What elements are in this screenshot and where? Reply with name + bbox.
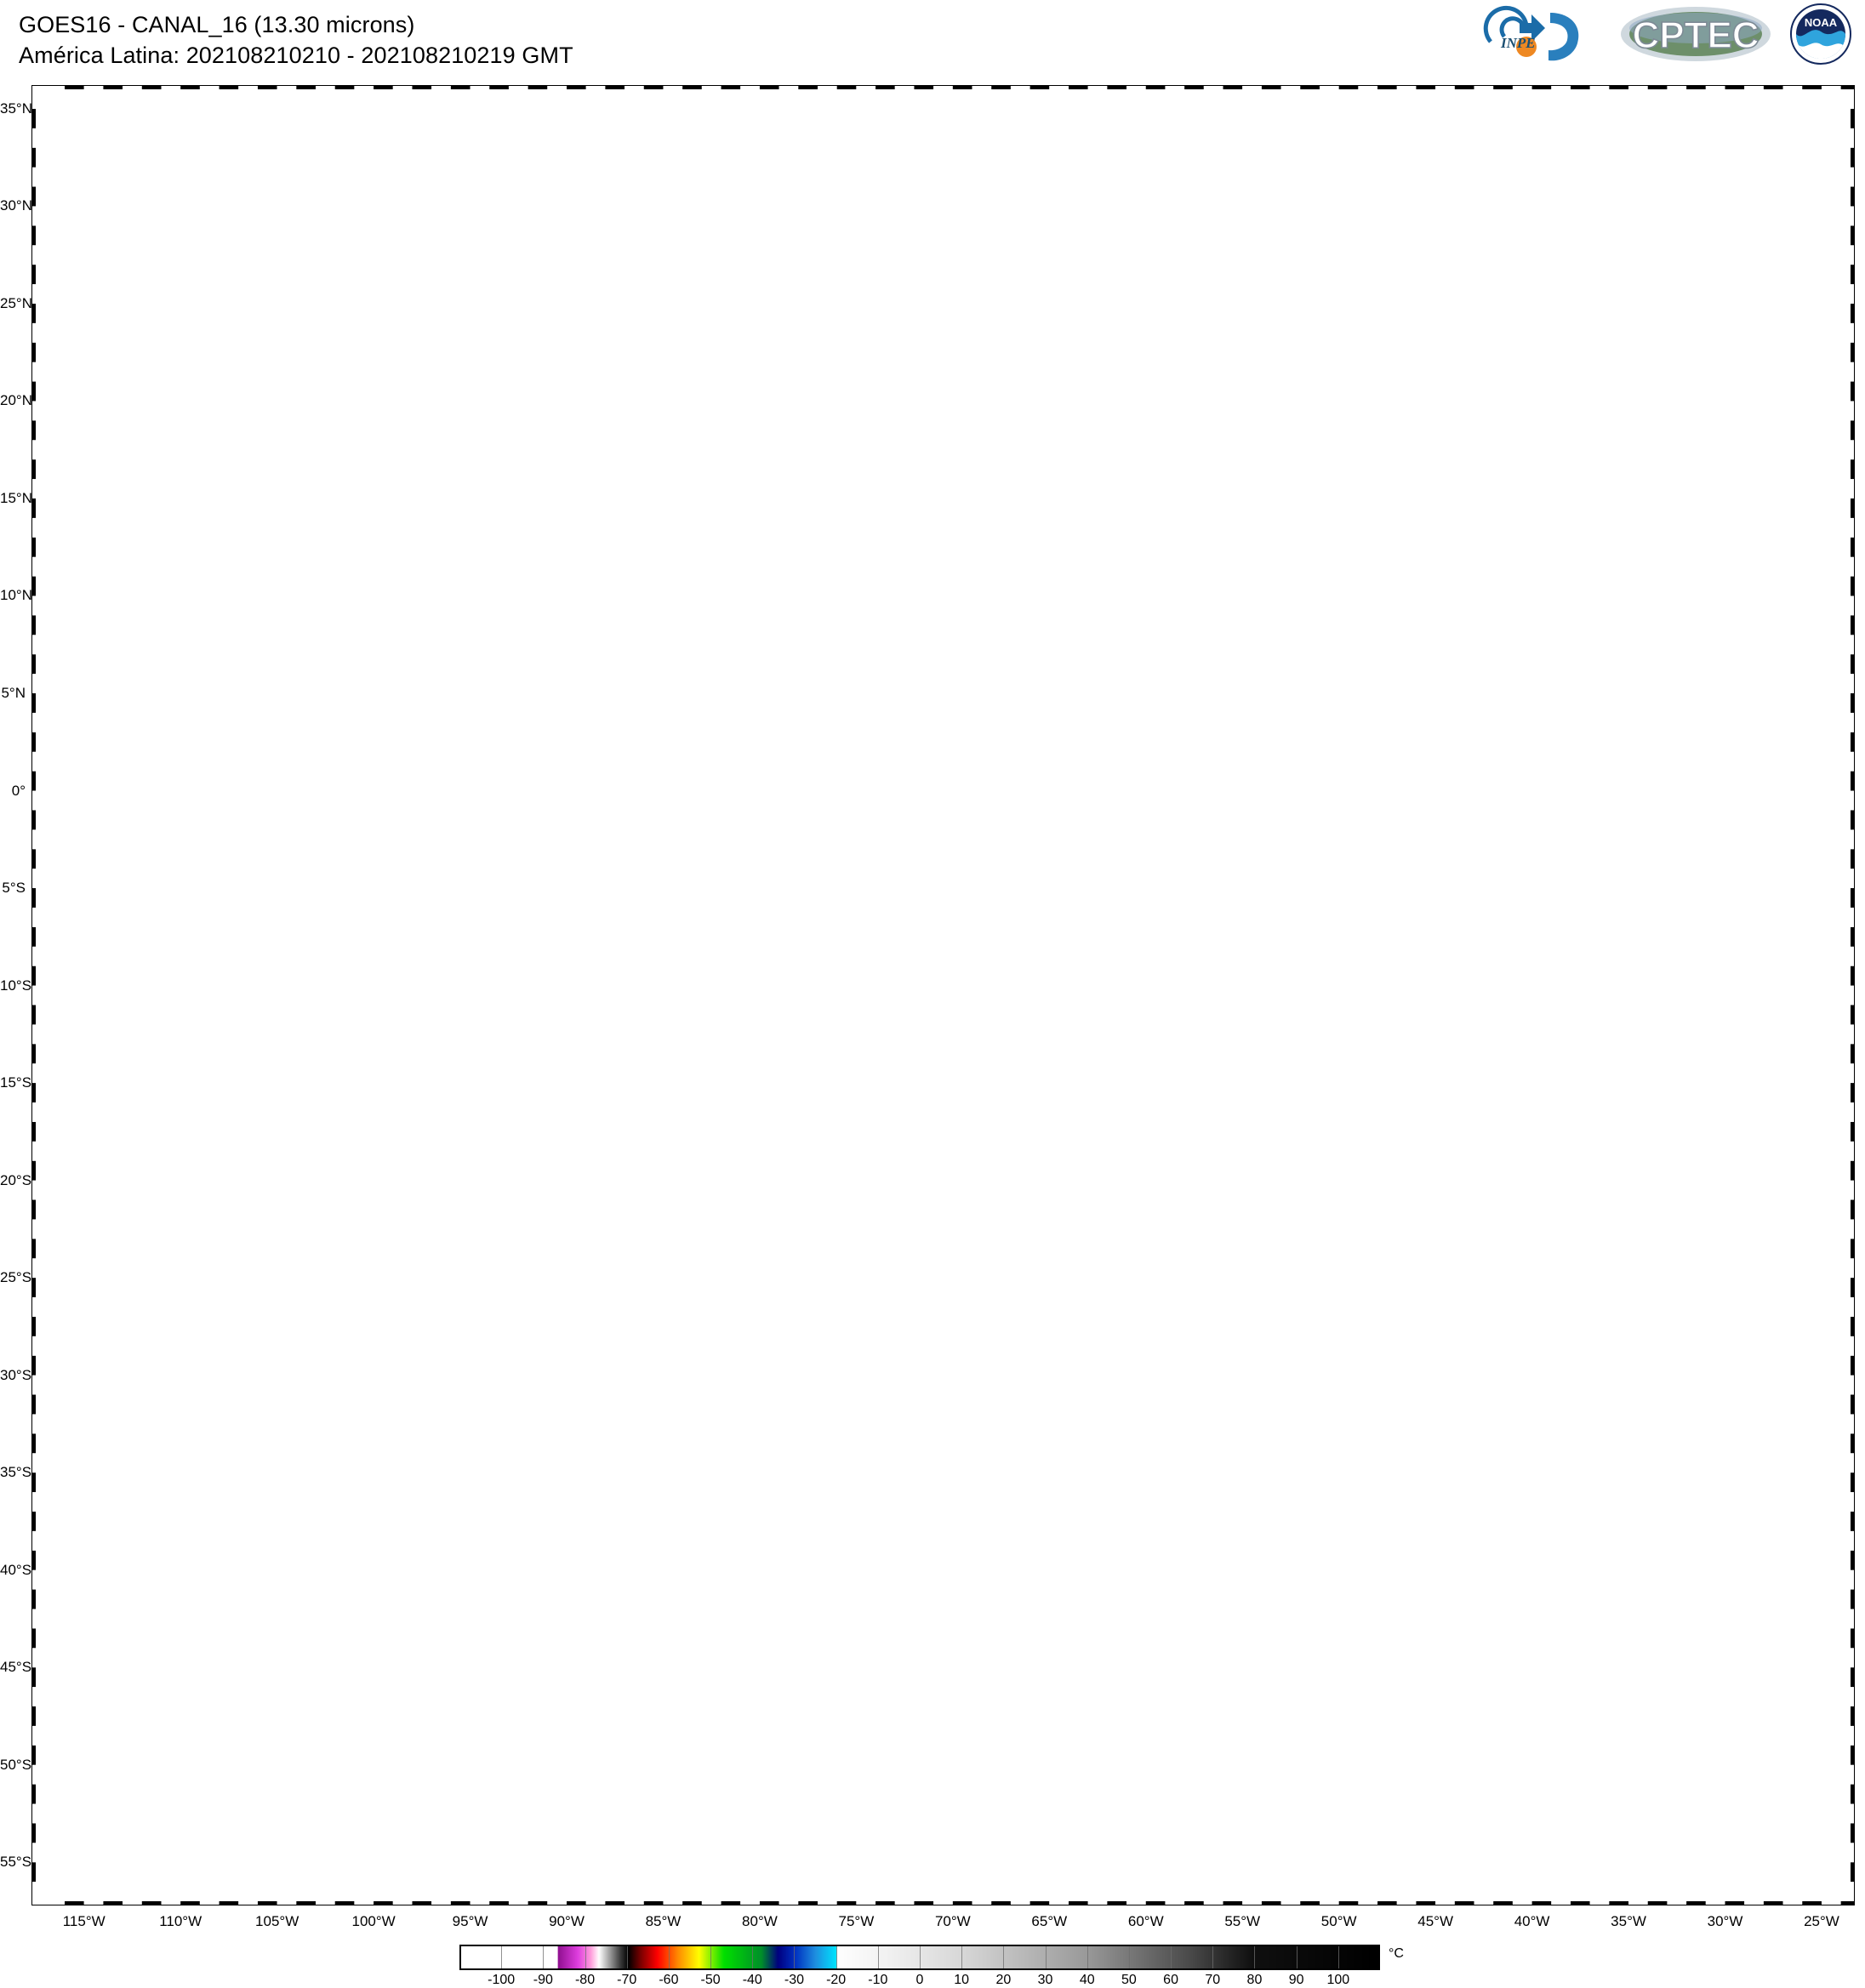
latitude-tick-label: 45°S xyxy=(0,1659,32,1676)
colorbar-tick xyxy=(794,1946,796,1968)
latitude-tick-label: 10°N xyxy=(0,587,32,604)
colorbar-tick xyxy=(1337,1946,1339,1968)
logo-strip: INPE CPTEC NOAA xyxy=(1475,2,1853,66)
latitude-tick-label: 30°N xyxy=(0,197,32,214)
longitude-tick-label: 35°W xyxy=(1611,1913,1646,1929)
colorbar-tick xyxy=(836,1946,837,1968)
colorbar-tick xyxy=(752,1946,754,1968)
svg-text:INPE: INPE xyxy=(1500,35,1536,51)
latitude-tick-label: 30°S xyxy=(0,1366,32,1383)
colorbar-tick-label: 60 xyxy=(1163,1973,1178,1987)
colorbar-tick-label: -20 xyxy=(826,1973,847,1987)
longitude-tick-label: 60°W xyxy=(1127,1913,1164,1929)
colorbar-tick-label: 30 xyxy=(1037,1973,1053,1987)
temperature-colorbar[interactable]: -100 -90 -80 -70 -60 -50 -40 -30 -20 -10 0 10 20 30 40… xyxy=(459,1945,1404,1987)
inpe-logo: INPE xyxy=(1475,3,1603,66)
colorbar-tick xyxy=(1003,1946,1005,1968)
latitude-tick-label: 20°S xyxy=(0,1171,32,1188)
longitude-tick-label: 90°W xyxy=(549,1913,585,1929)
page-title: GOES16 - CANAL_16 (13.30 microns) Améric… xyxy=(19,10,573,71)
colorbar-tick-label: 0 xyxy=(915,1973,924,1987)
colorbar-tick-label: -60 xyxy=(659,1973,679,1987)
title-line-product: GOES16 - CANAL_16 (13.30 microns) xyxy=(19,12,415,37)
colorbar-tick xyxy=(585,1946,586,1968)
latitude-tick-label: 50°S xyxy=(0,1756,32,1773)
colorbar-tick-label: -70 xyxy=(617,1973,637,1987)
longitude-tick-label: 95°W xyxy=(452,1913,488,1929)
satellite-imagery-canvas[interactable] xyxy=(36,89,1851,1901)
longitude-tick-label: 65°W xyxy=(1031,1913,1068,1929)
colorbar-tick xyxy=(710,1946,712,1968)
colorbar-tick xyxy=(668,1946,670,1968)
latitude-tick-label: 40°S xyxy=(0,1561,32,1578)
longitude-tick-label: 30°W xyxy=(1707,1913,1743,1929)
longitude-tick-label: 80°W xyxy=(742,1913,778,1929)
colorbar-tick xyxy=(501,1946,503,1968)
colorbar-tick-label: 50 xyxy=(1121,1973,1137,1987)
longitude-tick-label: 75°W xyxy=(838,1913,875,1929)
longitude-tick-label: 100°W xyxy=(351,1913,396,1929)
colorbar-tick-label: 100 xyxy=(1326,1973,1350,1987)
colorbar-tick-label: 80 xyxy=(1246,1973,1263,1987)
cptec-logo: CPTEC xyxy=(1615,3,1777,66)
colorbar-tick xyxy=(1045,1946,1047,1968)
colorbar-tick-label: -30 xyxy=(784,1973,805,1987)
latitude-tick-label: 35°S xyxy=(0,1464,32,1481)
svg-text:NOAA: NOAA xyxy=(1805,16,1838,29)
longitude-tick-label: 40°W xyxy=(1514,1913,1550,1929)
colorbar-tick xyxy=(920,1946,921,1968)
svg-text:CPTEC: CPTEC xyxy=(1632,14,1759,56)
longitude-tick-label: 70°W xyxy=(934,1913,971,1929)
noaa-logo: NOAA xyxy=(1788,3,1853,66)
longitude-tick-label: 45°W xyxy=(1417,1913,1454,1929)
header: GOES16 - CANAL_16 (13.30 microns) Améric… xyxy=(0,0,1865,89)
latitude-tick-label: 20°N xyxy=(0,392,32,409)
colorbar-tick xyxy=(626,1946,628,1968)
colorbar-tick-label: -80 xyxy=(574,1973,596,1987)
colorbar-tick-label: 10 xyxy=(954,1973,970,1987)
colorbar-tick-label: 90 xyxy=(1288,1973,1304,1987)
colorbar-tick xyxy=(1254,1946,1256,1968)
longitude-tick-label: 115°W xyxy=(62,1913,106,1929)
colorbar-tick-label: -100 xyxy=(488,1973,516,1987)
latitude-tick-label: 15°S xyxy=(0,1074,32,1091)
latitude-tick-label: 35°N xyxy=(0,100,32,117)
colorbar-tick xyxy=(1128,1946,1130,1968)
latitude-tick-label: 25°N xyxy=(0,294,32,311)
colorbar-tick xyxy=(1171,1946,1172,1968)
colorbar-tick xyxy=(877,1946,879,1968)
latitude-tick-label: 0° xyxy=(11,782,26,799)
colorbar-tick-label: -10 xyxy=(868,1973,888,1987)
longitude-tick-label: 25°W xyxy=(1804,1913,1839,1929)
latitude-tick-label: 25°S xyxy=(0,1269,32,1286)
colorbar-tick xyxy=(1212,1946,1214,1968)
colorbar-tick xyxy=(1296,1946,1298,1968)
colorbar-tick-label: 20 xyxy=(995,1973,1012,1987)
longitude-tick-label: 105°W xyxy=(255,1913,299,1929)
colorbar-unit-label: °C xyxy=(1389,1946,1404,1961)
colorbar-tick-label: -90 xyxy=(533,1973,553,1987)
colorbar-ticks: -100 -90 -80 -70 -60 -50 -40 -30 -20 -10 0 10 20 30 40… xyxy=(459,1945,1380,1987)
longitude-tick-label: 55°W xyxy=(1224,1913,1261,1929)
satellite-map-plot[interactable] xyxy=(31,85,1855,1905)
latitude-tick-label: 55°S xyxy=(0,1854,32,1871)
colorbar-tick xyxy=(961,1946,963,1968)
colorbar-tick-label: -50 xyxy=(700,1973,721,1987)
latitude-tick-label: 5°S xyxy=(2,880,26,897)
colorbar-tick xyxy=(543,1946,545,1968)
colorbar-tick-label: 40 xyxy=(1079,1973,1095,1987)
longitude-tick-label: 85°W xyxy=(645,1913,682,1929)
colorbar-tick xyxy=(1086,1946,1088,1968)
latitude-tick-label: 10°S xyxy=(0,977,32,994)
longitude-tick-label: 110°W xyxy=(159,1913,202,1929)
colorbar-tick-label: 70 xyxy=(1205,1973,1221,1987)
title-line-region-time: América Latina: 202108210210 - 202108210… xyxy=(19,42,573,68)
latitude-tick-label: 5°N xyxy=(1,685,26,701)
longitude-tick-label: 50°W xyxy=(1320,1913,1357,1929)
colorbar-tick-label: -40 xyxy=(742,1973,762,1987)
latitude-tick-label: 15°N xyxy=(0,489,32,506)
